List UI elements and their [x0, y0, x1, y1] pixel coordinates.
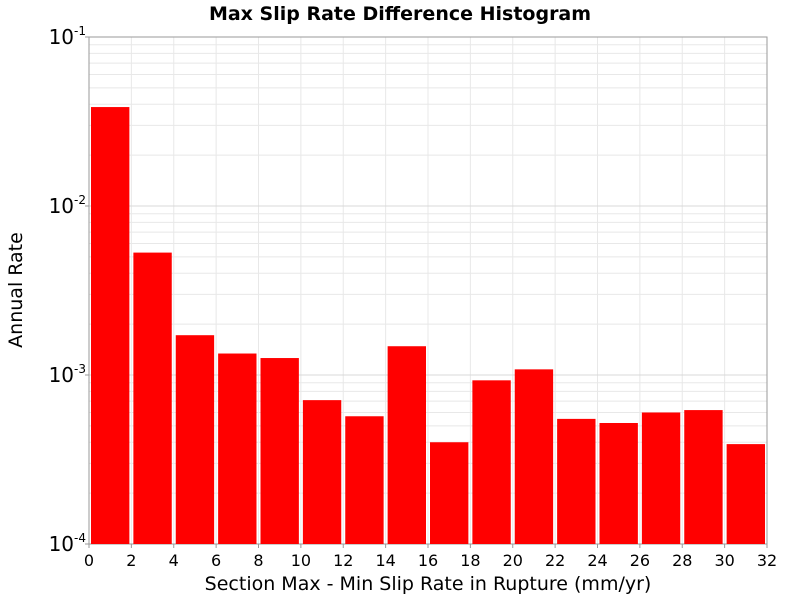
- y-tick-label: 10-1: [49, 24, 86, 49]
- y-tick-label: 10-2: [49, 193, 86, 218]
- chart-title: Max Slip Rate Difference Histogram: [209, 3, 591, 25]
- x-tick-label: 0: [84, 551, 94, 570]
- x-tick-label: 28: [672, 551, 692, 570]
- histogram-bar: [91, 107, 130, 545]
- x-tick-label: 32: [757, 551, 777, 570]
- histogram-bar: [175, 335, 215, 544]
- histogram-bar: [472, 380, 511, 544]
- histogram-bar: [430, 442, 469, 544]
- histogram-bar: [684, 410, 723, 544]
- histogram-bar: [514, 369, 554, 544]
- histogram-bar: [345, 416, 384, 544]
- x-tick-label: 6: [211, 551, 221, 570]
- x-tick-label: 2: [126, 551, 136, 570]
- histogram-bar: [557, 418, 596, 544]
- x-tick-label: 4: [169, 551, 179, 570]
- histogram-bar: [387, 346, 426, 544]
- x-axis-ticks: 0 2 4 6 8 10 12 14 16 18 20 22 24 26 28 30 32: [84, 544, 777, 570]
- x-axis-label: Section Max - Min Slip Rate in Rupture (…: [205, 573, 652, 595]
- x-tick-label: 12: [333, 551, 353, 570]
- x-tick-label: 8: [253, 551, 263, 570]
- histogram-bar: [726, 444, 765, 544]
- y-axis-ticks: 10-4 10-3 10-2 10-1: [49, 24, 89, 556]
- x-tick-label: 30: [714, 551, 734, 570]
- x-tick-label: 14: [375, 551, 395, 570]
- histogram-bar: [599, 422, 638, 544]
- histogram-bar: [302, 400, 342, 544]
- histogram-bar: [218, 353, 257, 544]
- histogram-bar: [260, 358, 299, 544]
- x-tick-label: 18: [460, 551, 480, 570]
- x-tick-label: 10: [291, 551, 311, 570]
- bars: [91, 107, 765, 545]
- histogram-bar: [641, 412, 681, 544]
- x-tick-label: 16: [418, 551, 438, 570]
- x-tick-label: 26: [630, 551, 650, 570]
- y-axis-label: Annual Rate: [5, 232, 27, 348]
- y-tick-label: 10-3: [49, 362, 86, 387]
- x-tick-label: 20: [503, 551, 523, 570]
- x-tick-label: 24: [587, 551, 607, 570]
- histogram-bar: [133, 252, 172, 544]
- y-tick-label: 10-4: [49, 531, 86, 556]
- x-tick-label: 22: [545, 551, 565, 570]
